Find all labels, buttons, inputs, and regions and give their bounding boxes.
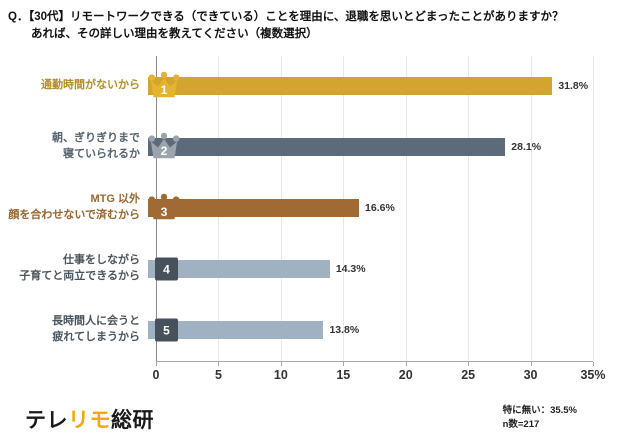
axis-tick: [530, 361, 532, 366]
question-title-line1: Q．【30代】リモートワークできる（できている）ことを理由に、退職を思いとどまっ…: [8, 11, 564, 23]
bar-value-label: 13.8%: [329, 324, 360, 336]
brand-logo: テレリモ総研: [25, 404, 154, 434]
bar: [148, 260, 330, 278]
axis-tick-label: 30: [523, 367, 538, 382]
crown-icon: 3: [148, 193, 180, 220]
bar-track: 16.6% 3: [148, 178, 593, 239]
bar-value-label: 28.1%: [511, 141, 542, 153]
axis-tick-label: 20: [398, 367, 413, 382]
axis-tick: [593, 361, 594, 366]
bar-row: 長時間人に会うと 疲れてしまうから 13.8% 5: [0, 300, 625, 361]
axis-tick-label: 35%: [580, 367, 606, 382]
x-axis: 0 5 10 15 20 25 30 35%: [152, 360, 606, 388]
rank-badge: 5: [155, 318, 178, 342]
bar-category-label: 長時間人に会うと 疲れてしまうから: [52, 315, 140, 343]
axis-tick: [405, 361, 407, 366]
axis-tick-label: 10: [273, 367, 288, 382]
bar-value-label: 16.6%: [365, 202, 395, 214]
note-none: 特に無い：35.5%: [502, 404, 577, 416]
bar-track: 31.8% 1: [148, 56, 593, 117]
bar-track: 13.8% 5: [148, 300, 593, 361]
bar: [148, 77, 553, 95]
bar: [148, 138, 506, 156]
bar-chart: 通勤時間がないから 31.8% 1 朝、ぎりぎりまで 寝ていられるか 28.1% 2 MTG …: [0, 55, 625, 388]
rank-badge: 4: [155, 257, 178, 281]
axis-tick: [343, 361, 345, 366]
bar-value-label: 14.3%: [335, 263, 366, 275]
note-n: n数=217: [502, 419, 540, 431]
logo-accent: リモ: [68, 408, 111, 432]
axis-tick: [218, 361, 220, 366]
bar-row: MTG 以外 顔を合わせないで済むから 16.6% 3: [0, 178, 625, 239]
footer: テレリモ総研 特に無い：35.5% n数=217: [0, 388, 625, 434]
bar-category-label: 通勤時間がないから: [41, 79, 140, 92]
logo-text-3: 総研: [111, 408, 154, 432]
axis-tick-label: 0: [152, 367, 160, 382]
bar-row: 仕事をしながら 子育てと両立できるから 14.3% 4: [0, 239, 625, 300]
bar-track: 14.3% 4: [148, 239, 593, 300]
bar: [148, 199, 360, 217]
rank-badge: 2: [147, 132, 181, 162]
axis-tick-label: 5: [214, 367, 222, 382]
bar: [148, 321, 324, 339]
bar-category-label: 仕事をしながら 子育てと両立できるから: [19, 254, 140, 282]
svg-text:1: 1: [161, 83, 168, 97]
axis-tick: [280, 361, 282, 366]
axis-tick: [156, 361, 157, 366]
bar-category-label: 朝、ぎりぎりまで 寝ていられるか: [52, 132, 140, 160]
bar-value-label: 31.8%: [558, 80, 589, 92]
question-title: Q．【30代】リモートワークできる（できている）ことを理由に、退職を思いとどまっ…: [0, 0, 625, 44]
svg-text:2: 2: [161, 144, 168, 158]
question-title-line2: あれば、その詳しい理由を教えてください（複数選択）: [31, 28, 318, 41]
axis-tick: [468, 361, 470, 366]
rank-number: 4: [155, 257, 178, 281]
axis-tick-label: 15: [336, 367, 351, 382]
bar-rows: 通勤時間がないから 31.8% 1 朝、ぎりぎりまで 寝ていられるか 28.1% 2 MTG …: [0, 56, 625, 361]
logo-text-1: テレ: [25, 408, 68, 432]
crown-icon: 2: [148, 132, 180, 159]
bar-track: 28.1% 2: [148, 117, 593, 178]
survey-note: 特に無い：35.5% n数=217: [503, 404, 577, 433]
svg-text:3: 3: [161, 205, 168, 219]
bar-row: 通勤時間がないから 31.8% 1: [0, 56, 625, 117]
bar-category-label: MTG 以外 顔を合わせないで済むから: [8, 193, 140, 221]
axis-tick-label: 25: [461, 367, 476, 382]
rank-badge: 1: [147, 71, 181, 101]
bar-row: 朝、ぎりぎりまで 寝ていられるか 28.1% 2: [0, 117, 625, 178]
rank-number: 5: [155, 318, 178, 342]
crown-icon: 1: [148, 71, 180, 98]
rank-badge: 3: [147, 193, 181, 223]
